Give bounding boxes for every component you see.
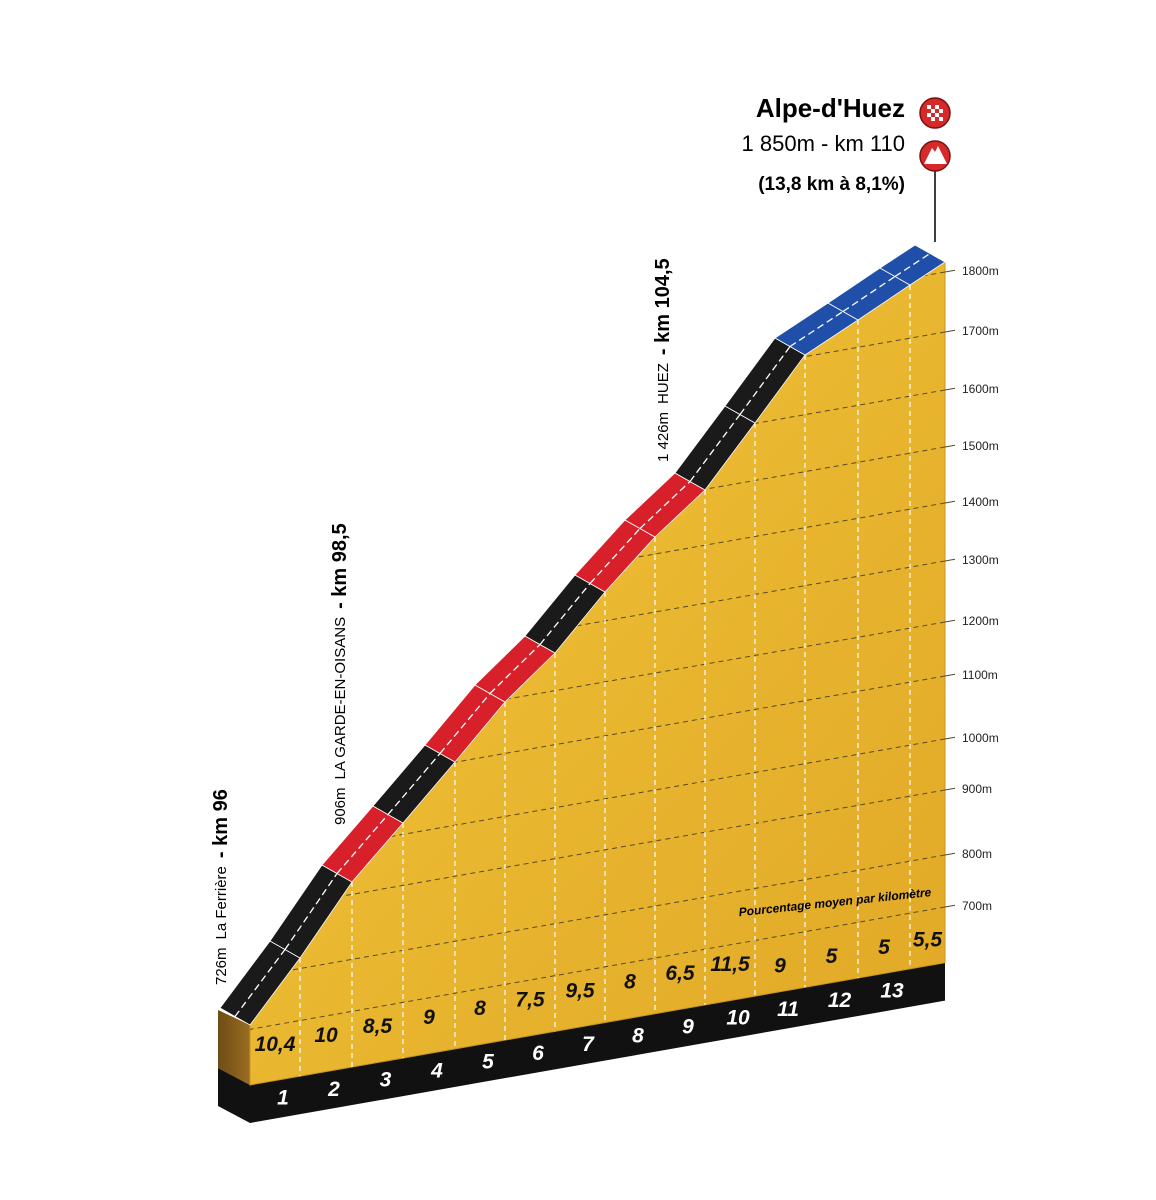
altitude-label: 1300m — [962, 553, 999, 567]
waypoint-km: - km 98,5 — [329, 523, 351, 609]
road-center — [489, 644, 541, 694]
altitude-label: 800m — [962, 847, 992, 861]
gradient-label: 10,4 — [255, 1033, 296, 1056]
finish-flag — [927, 105, 943, 121]
altitude-label: 1800m — [962, 264, 999, 278]
waypoint-altitude: 906m — [332, 787, 349, 825]
waypoint-altitude: 1 426m — [655, 412, 672, 462]
km-marker: 4 — [430, 1060, 443, 1083]
road-center — [894, 252, 931, 278]
gradient-label: 11,5 — [710, 953, 750, 976]
km-marker: 12 — [828, 989, 852, 1012]
road-center — [387, 753, 441, 815]
waypoint-name: HUEZ — [655, 363, 672, 404]
altitude-label: 700m — [962, 899, 992, 913]
altitude-line-ext — [944, 852, 956, 856]
altitude-label: 1100m — [962, 668, 998, 682]
gradient-label: 8 — [624, 971, 636, 994]
summit-climb: (13,8 km à 8,1%) — [758, 174, 905, 195]
km-marker: 9 — [682, 1015, 694, 1038]
road-center — [539, 583, 591, 645]
km-marker: 6 — [532, 1042, 544, 1065]
gradient-label: 6,5 — [665, 962, 695, 985]
gradient-label: 8 — [474, 997, 486, 1020]
road-center — [284, 873, 338, 950]
altitude-line-ext — [944, 736, 956, 740]
altitude-line-ext — [944, 329, 956, 333]
road-center — [589, 528, 641, 584]
km-marker: 13 — [880, 980, 904, 1003]
side-face — [218, 1010, 250, 1085]
waypoint-altitude: 726m — [213, 947, 230, 985]
front-face — [249, 261, 946, 1086]
altitude-line-ext — [944, 444, 956, 448]
altitude-label: 900m — [962, 782, 992, 796]
side-base — [218, 1068, 250, 1123]
km-marker: 7 — [582, 1033, 595, 1056]
gradient-label: 9,5 — [565, 979, 595, 1002]
km-marker: 8 — [632, 1024, 644, 1047]
waypoint: 906m LA GARDE-EN-OISANS - km 98,5 — [329, 523, 351, 825]
waypoint: 1 426m HUEZ - km 104,5 — [652, 258, 674, 462]
km-marker: 10 — [726, 1007, 750, 1030]
altitude-line-ext — [944, 787, 956, 791]
altitude-line — [250, 906, 945, 1039]
gradient-label: 8,5 — [363, 1015, 393, 1038]
summit-altitude: 1 850m - km 110 — [742, 131, 905, 156]
road-center — [234, 949, 286, 1017]
road-center — [689, 414, 741, 482]
altitude-line-ext — [944, 387, 956, 391]
altitude-label: 1500m — [962, 439, 999, 453]
waypoint-km: - km 96 — [210, 789, 232, 858]
altitude-line-ext — [944, 619, 956, 623]
mountain-icon — [924, 146, 947, 164]
waypoint: 726m La Ferrière - km 96 — [210, 789, 232, 985]
waypoint-km: - km 104,5 — [652, 258, 674, 355]
summit-name: Alpe-d'Huez — [756, 93, 905, 123]
altitude-label: 1400m — [962, 495, 999, 509]
gradient-label: 9 — [774, 954, 786, 977]
gradient-label: 10 — [314, 1024, 338, 1047]
gradient-label: 9 — [423, 1006, 435, 1029]
gradient-label: 7,5 — [515, 988, 545, 1011]
altitude-line-ext — [944, 269, 956, 273]
road-center — [739, 346, 791, 415]
altitude-label: 1200m — [962, 614, 999, 628]
altitude-line-ext — [944, 904, 956, 908]
altitude-line-ext — [944, 673, 956, 677]
road-center — [439, 693, 491, 754]
altitude-line-ext — [944, 558, 956, 562]
altitude-line-ext — [944, 500, 956, 504]
road-center — [639, 481, 691, 529]
base-band — [250, 962, 945, 1123]
km-marker: 2 — [327, 1078, 340, 1101]
waypoint-name: La Ferrière — [213, 866, 230, 939]
gradient-label: 5,5 — [913, 928, 943, 951]
altitude-label: 1000m — [962, 731, 999, 745]
altitude-label: 1700m — [962, 324, 999, 338]
waypoint-name: LA GARDE-EN-OISANS — [332, 617, 349, 780]
gradient-label: 5 — [878, 936, 890, 959]
altitude-line — [250, 854, 945, 987]
altitude-label: 1600m — [962, 382, 999, 396]
km-marker: 5 — [482, 1051, 494, 1074]
gradient-label: 5 — [826, 945, 838, 968]
km-marker: 1 — [277, 1087, 289, 1110]
km-marker: 11 — [777, 998, 799, 1021]
road-center — [336, 814, 389, 874]
km-marker: 3 — [380, 1069, 392, 1092]
